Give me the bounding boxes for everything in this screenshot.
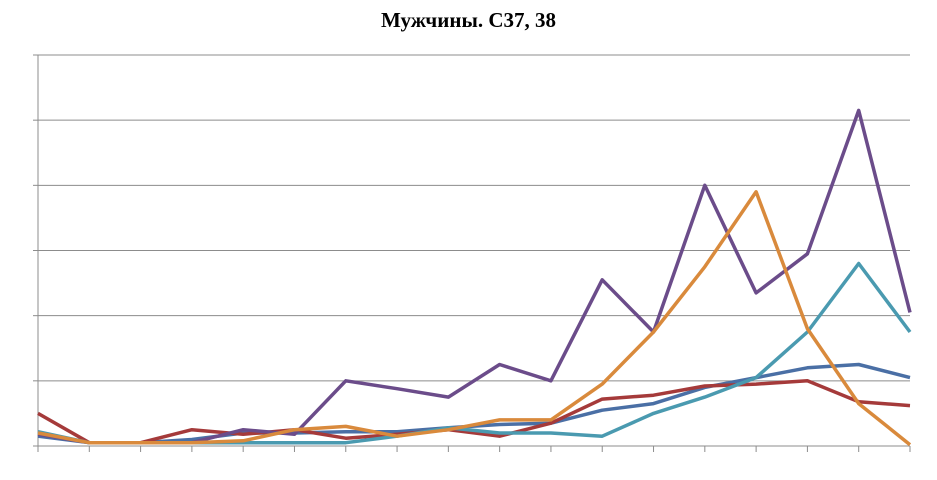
series-line-4 — [37, 261, 912, 445]
series-line-2 — [37, 379, 911, 445]
series-lines — [37, 108, 912, 447]
series-line-3 — [37, 108, 912, 445]
axes — [33, 54, 911, 452]
gridlines — [38, 54, 910, 382]
chart-title: Мужчины. С37, 38 — [380, 8, 557, 32]
series-line-5 — [37, 190, 912, 447]
